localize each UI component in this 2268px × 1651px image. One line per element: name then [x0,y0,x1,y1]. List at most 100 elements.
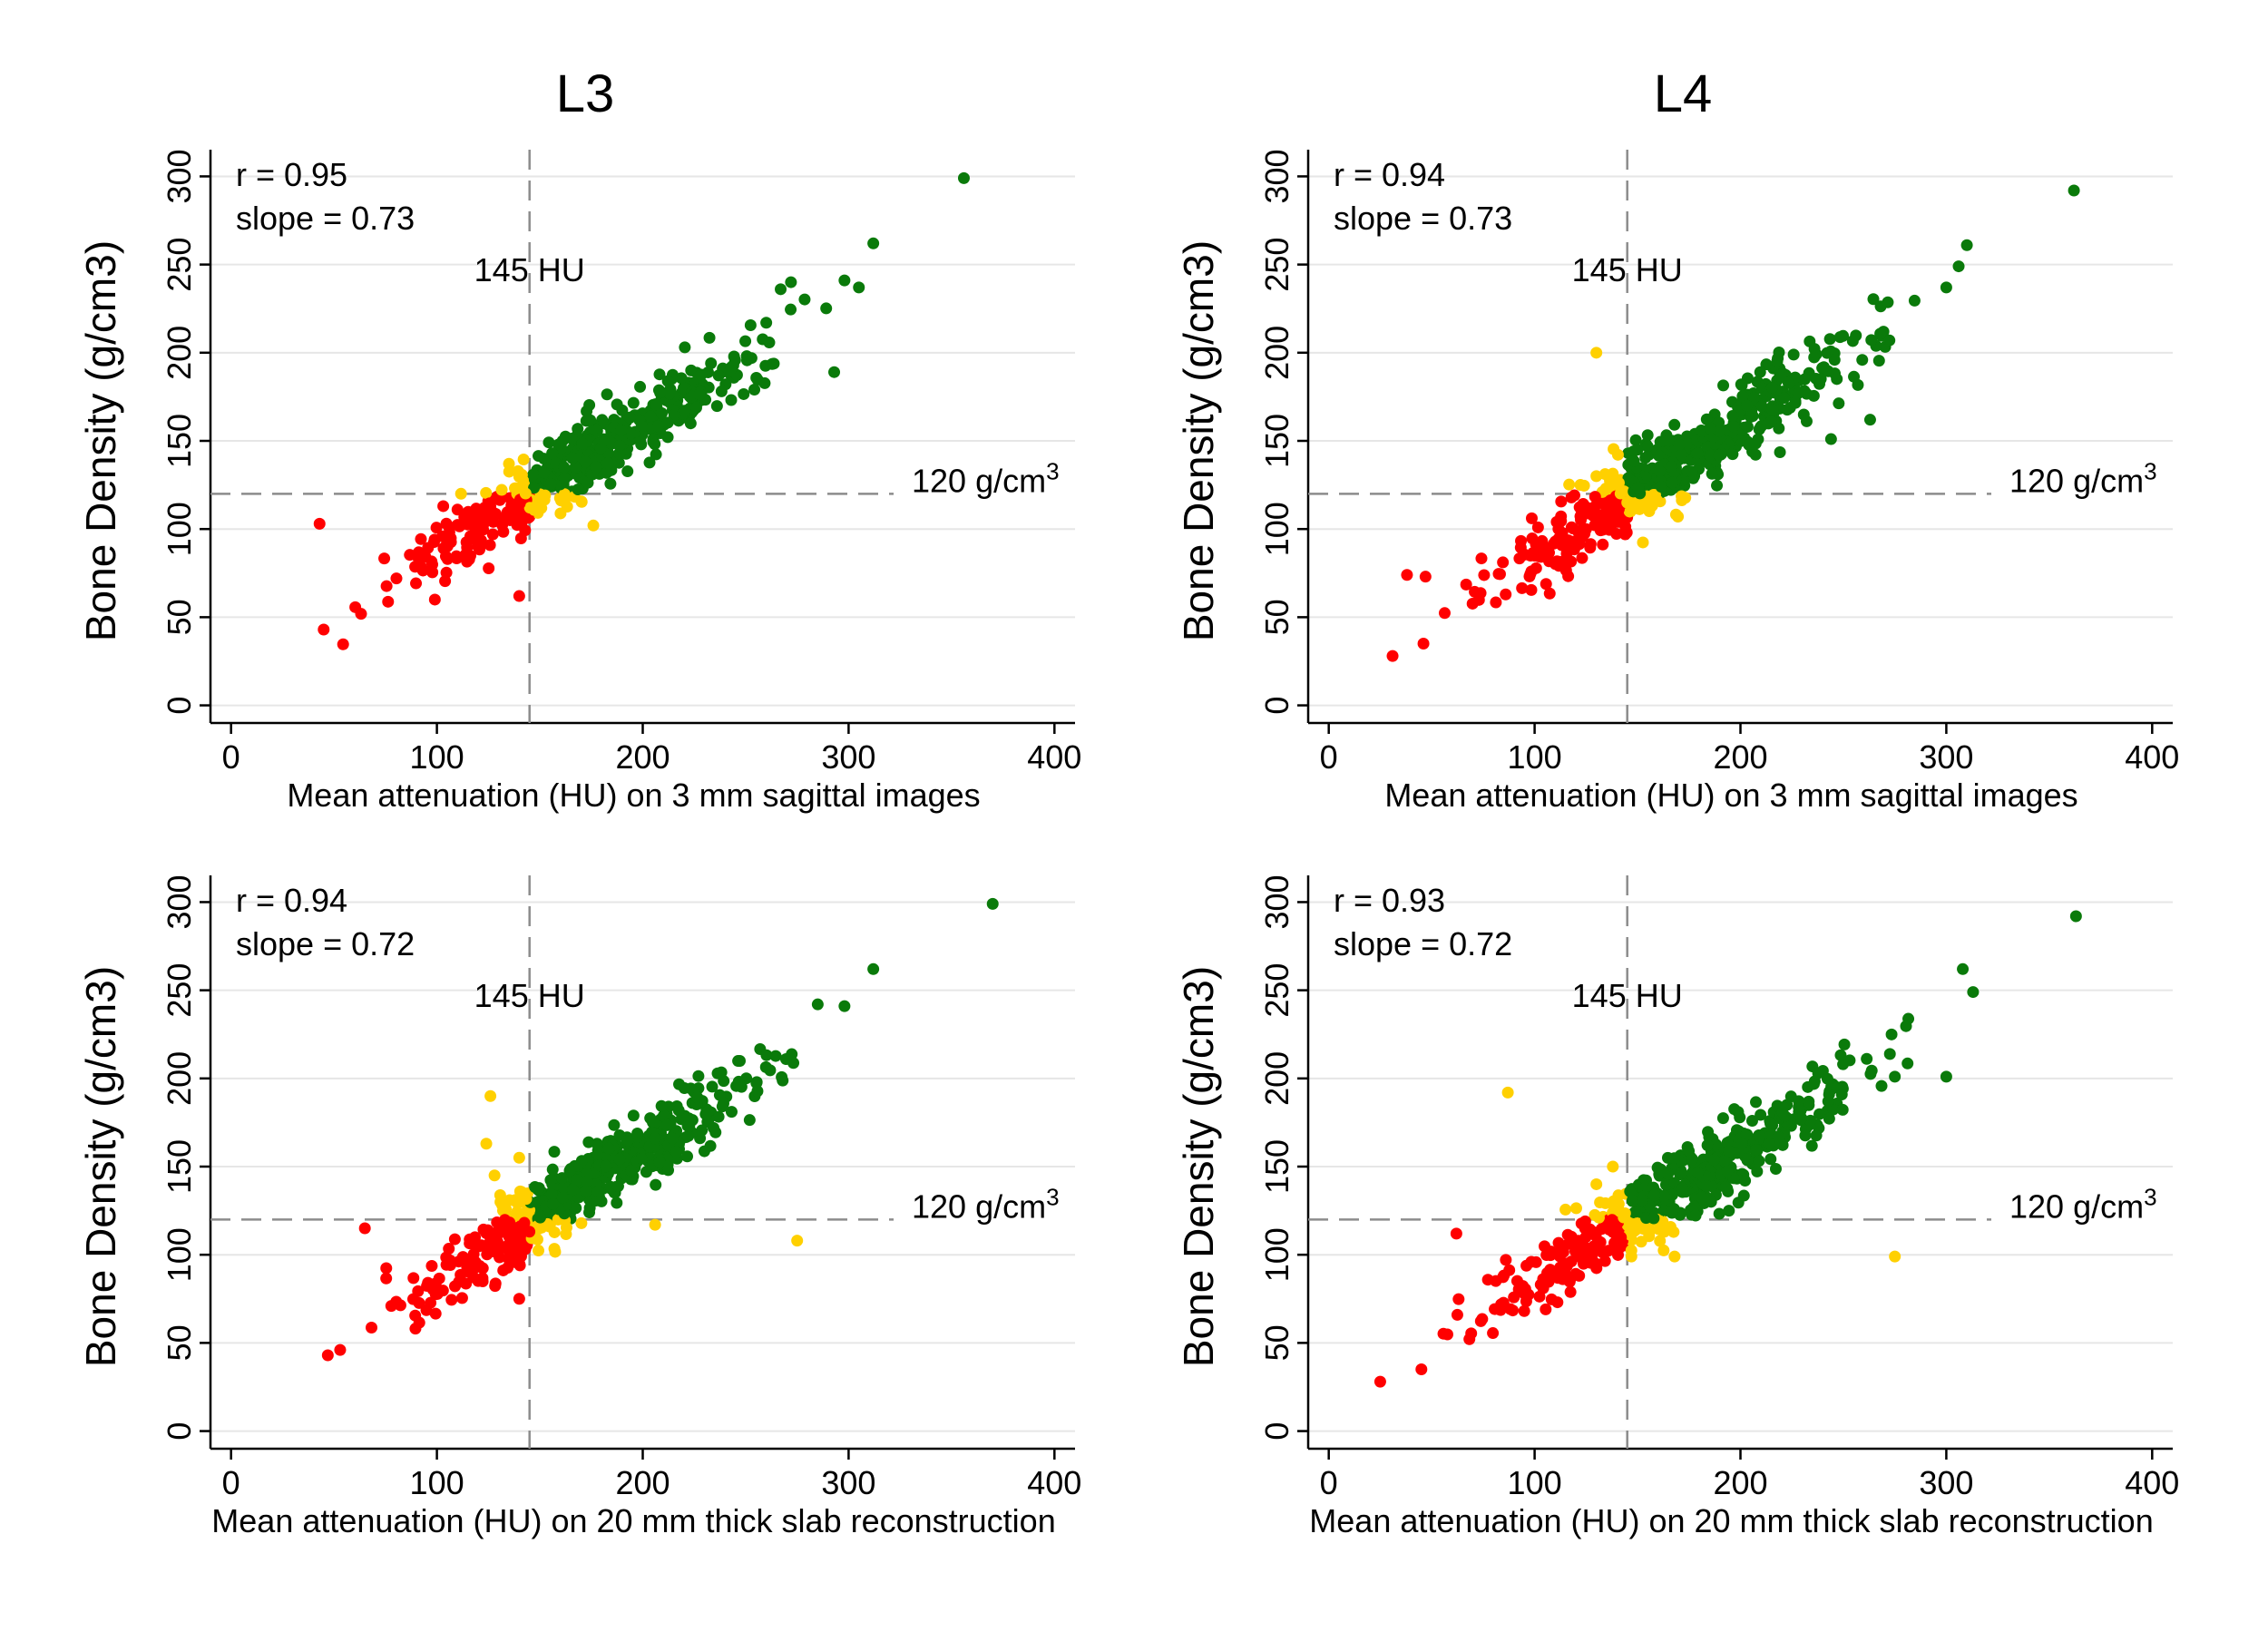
data-point [1753,423,1765,435]
x-axis-title: Mean attenuation (HU) on 20 mm thick sla… [1309,1502,2153,1539]
data-point [1846,335,1859,347]
data-point [1612,476,1625,489]
data-point [1837,1058,1850,1070]
data-point [1576,552,1589,564]
x-tick-label: 300 [821,738,875,776]
data-point [675,372,688,385]
data-point [448,1233,461,1246]
data-point [495,484,508,496]
data-point [563,1165,576,1177]
data-point [1658,1190,1671,1203]
data-point [1612,1248,1625,1261]
data-point [571,1174,583,1187]
data-point [1565,491,1578,503]
data-point [1592,1243,1605,1255]
data-point [1833,331,1846,344]
data-point [1804,1114,1817,1127]
data-point [744,319,757,332]
data-point [627,1109,640,1122]
data-point [555,494,568,507]
data-point [1415,1363,1428,1376]
data-point [625,1164,638,1177]
y-axis-title: Bone Density (g/cm3) [1175,966,1222,1367]
data-point [730,1080,743,1092]
y-tick-label: 150 [1258,414,1295,468]
data-point [689,401,702,414]
data-point [1564,1285,1577,1298]
data-point [503,1253,515,1265]
data-point [499,1214,512,1226]
data-point [634,380,647,393]
y-tick-label: 300 [1258,149,1295,203]
data-point [764,1064,777,1077]
data-point [670,1146,683,1158]
data-point [587,519,600,532]
data-point [1823,333,1836,346]
data-point [533,450,545,463]
data-point [1610,528,1623,541]
y-axis-title: Bone Density (g/cm3) [1175,240,1222,641]
x-tick-label: 100 [1508,738,1562,776]
data-point [1469,585,1481,598]
data-point [621,1134,634,1147]
data-point [649,1132,661,1145]
data-point [480,1138,493,1150]
data-point [477,523,490,536]
data-point [785,303,797,316]
data-point [544,1174,557,1187]
density-threshold-superscript: 3 [2144,457,2156,484]
data-point [539,489,552,502]
data-point [538,466,551,479]
data-point [445,1294,458,1306]
data-point [450,552,463,564]
data-point [433,1272,445,1285]
data-point [644,410,657,423]
correlation-label: r = 0.94 [1334,156,1445,193]
data-point [1545,1293,1558,1305]
data-point [1475,552,1488,565]
x-axis-title: Mean attenuation (HU) on 3 mm sagittal i… [1384,777,2077,814]
data-point [1734,1111,1746,1124]
data-point [811,998,824,1011]
data-point [1500,588,1512,601]
data-point [489,1280,502,1293]
data-point [1495,1298,1508,1311]
data-point [1885,1028,1898,1040]
data-point [1524,549,1537,562]
data-point [1543,587,1556,600]
slope-label: slope = 0.73 [236,200,415,237]
data-point [1636,1194,1648,1206]
data-point [1501,1086,1514,1099]
slope-label: slope = 0.72 [1334,925,1512,962]
data-point [548,1146,561,1158]
data-point [1875,1080,1888,1092]
x-tick-label: 400 [1027,1464,1081,1501]
data-point [1516,581,1529,594]
data-point [692,1070,705,1082]
y-tick-label: 0 [161,1422,198,1441]
data-point [581,405,593,417]
data-point [2069,910,2082,923]
data-point [1569,1245,1581,1257]
data-point [757,333,769,346]
data-point [1628,454,1640,467]
data-point [611,1197,623,1209]
data-point [486,528,499,541]
data-point [380,1262,393,1275]
data-point [2068,184,2080,197]
data-point [1605,1220,1618,1233]
data-point [1518,1304,1530,1317]
data-point [429,1307,442,1320]
y-tick-label: 300 [1258,874,1295,929]
y-tick-label: 300 [161,874,198,929]
data-point [1573,1269,1586,1282]
data-point [1492,568,1505,581]
data-point [611,1180,624,1193]
data-point [1865,334,1878,347]
data-point [1565,521,1578,533]
data-point [635,1152,648,1165]
data-point [318,623,330,636]
data-point [650,448,662,461]
data-point [1630,1223,1643,1236]
data-point [1753,1155,1765,1167]
